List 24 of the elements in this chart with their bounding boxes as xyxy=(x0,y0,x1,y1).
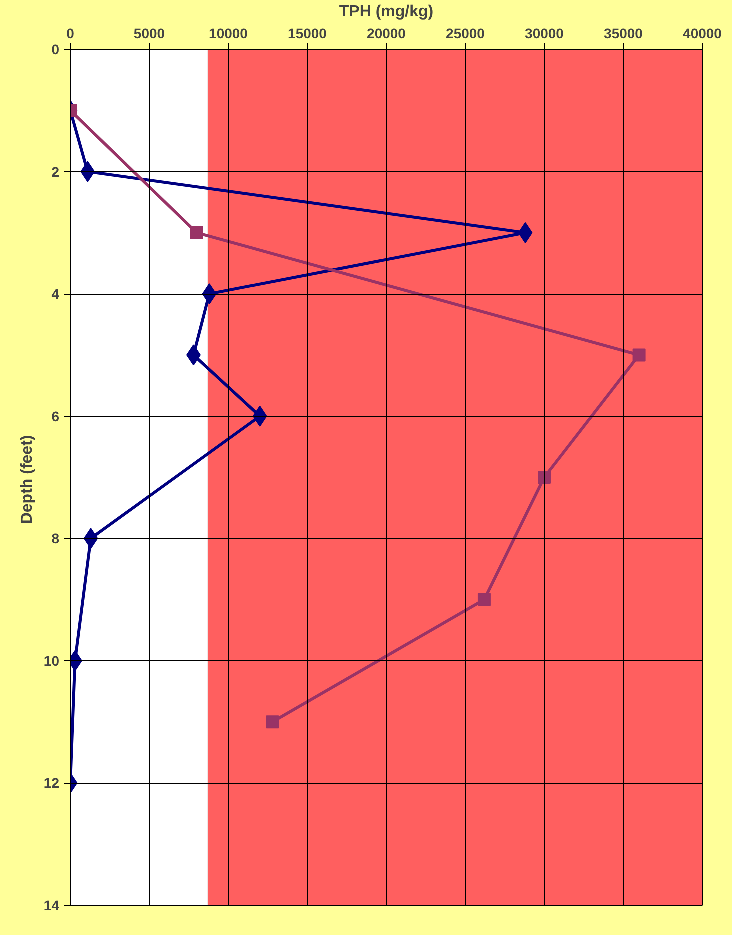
point xyxy=(190,226,204,240)
x-tick-label: 20000 xyxy=(367,26,406,42)
y-tick-label: 2 xyxy=(52,164,60,180)
y-tick-label: 0 xyxy=(52,42,60,58)
x-axis-title: TPH (mg/kg) xyxy=(339,4,434,20)
point xyxy=(478,593,491,606)
x-tick-label: 15000 xyxy=(288,26,328,42)
y-tick-label: 12 xyxy=(44,775,60,792)
x-tick-label: 25000 xyxy=(446,26,486,42)
y-tick-label: 10 xyxy=(44,652,60,669)
x-tick-label: 40000 xyxy=(683,26,722,42)
y-tick-label: 6 xyxy=(52,408,60,424)
point xyxy=(632,348,646,362)
x-tick-label: 0 xyxy=(66,26,75,42)
x-tick-label: 35000 xyxy=(604,26,644,42)
y-tick-label: 14 xyxy=(44,898,60,914)
point xyxy=(538,471,551,484)
x-tick-label: 10000 xyxy=(209,26,248,42)
y-tick-label: 8 xyxy=(52,530,60,547)
y-axis-title: Depth (feet) xyxy=(18,435,36,524)
y-tick-label: 4 xyxy=(52,286,60,302)
x-tick-label: 5000 xyxy=(134,26,166,42)
point xyxy=(266,716,280,729)
x-tick-label: 30000 xyxy=(525,26,564,42)
